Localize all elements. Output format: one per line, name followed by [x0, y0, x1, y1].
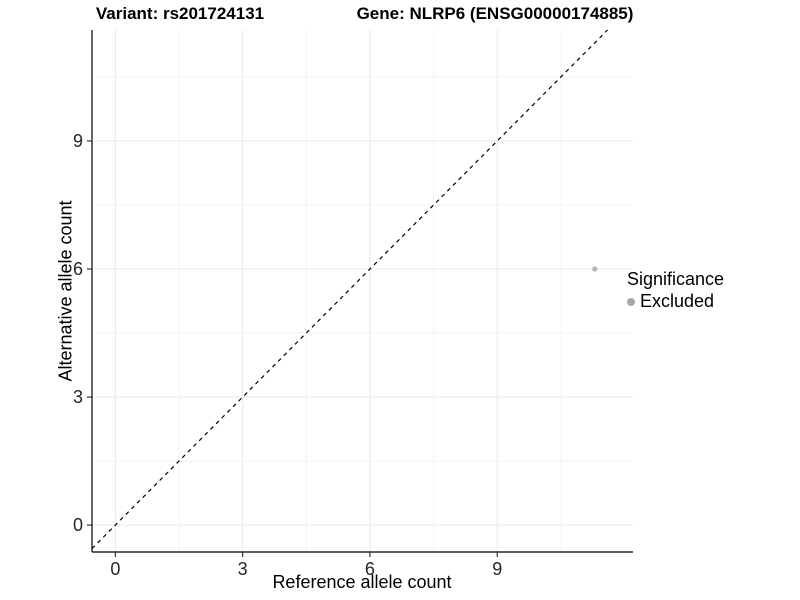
x-tick-label: 9: [492, 559, 502, 579]
y-tick-label: 0: [73, 515, 83, 535]
legend-title: Significance: [627, 269, 725, 289]
x-tick-label: 6: [365, 559, 375, 579]
x-tick-label: 0: [110, 559, 120, 579]
x-tick-label: 3: [238, 559, 248, 579]
legend-entry-excluded: Excluded: [627, 291, 724, 312]
plot-title-gene: Gene: NLRP6 (ENSG00000174885): [356, 4, 634, 23]
x-axis-title: Reference allele count: [272, 572, 452, 592]
data-point: [592, 266, 598, 272]
y-tick-label: 9: [73, 131, 83, 151]
plot-title-variant: Variant: rs201724131: [95, 4, 265, 23]
legend-marker-circle-icon: [627, 297, 635, 306]
y-tick-label: 3: [73, 387, 83, 407]
y-tick-label: 6: [73, 259, 83, 279]
legend: Significance Excluded: [627, 269, 724, 312]
y-axis-title: Alternative allele count: [55, 200, 76, 382]
legend-entry-label: Excluded: [640, 291, 715, 311]
identity-dashed-line: [91, 29, 608, 550]
